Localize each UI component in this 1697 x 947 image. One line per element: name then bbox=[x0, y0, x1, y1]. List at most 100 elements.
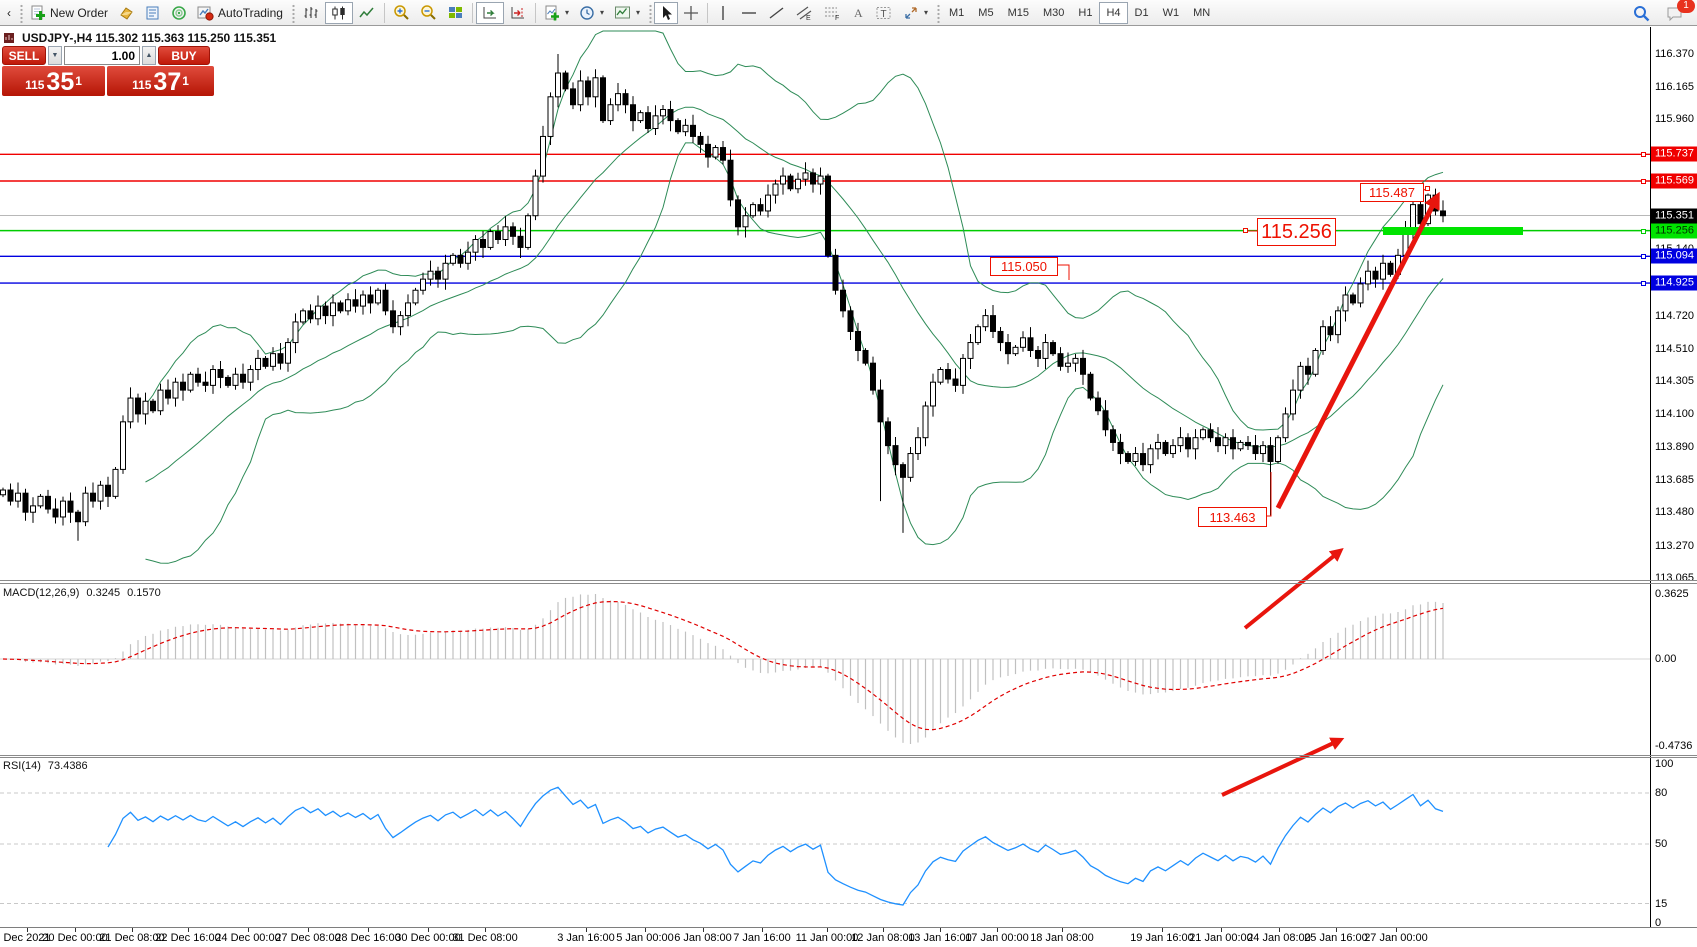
time-tick bbox=[645, 928, 646, 932]
toolbar-grip[interactable] bbox=[935, 2, 941, 23]
rsi-trend-arrow[interactable] bbox=[1221, 737, 1345, 797]
highlight-zone[interactable] bbox=[1383, 227, 1523, 235]
sell-button[interactable]: SELL bbox=[2, 46, 46, 65]
indicator-tick: 15 bbox=[1655, 898, 1668, 910]
line-handle[interactable] bbox=[1641, 178, 1646, 184]
price-tick: 114.100 bbox=[1655, 407, 1694, 420]
chart-shift-button[interactable] bbox=[504, 2, 532, 24]
one-click-prices: 115 35 1 115 37 1 bbox=[2, 66, 214, 96]
indicators-button[interactable]: ▾ bbox=[539, 2, 574, 24]
time-axis-label: 21 Jan 00:00 bbox=[1189, 932, 1253, 944]
time-tick bbox=[1162, 928, 1163, 932]
horizontal-line-button[interactable] bbox=[735, 2, 763, 24]
macd-trend-arrow[interactable] bbox=[1243, 548, 1344, 630]
sell-price[interactable]: 115 35 1 bbox=[2, 66, 105, 96]
channel-icon: E bbox=[796, 6, 812, 21]
equidistant-channel-button[interactable]: E bbox=[790, 2, 818, 24]
volume-increase-button[interactable]: ▲ bbox=[142, 46, 156, 65]
market-watch-button[interactable] bbox=[113, 2, 140, 24]
toolbar-separator bbox=[383, 2, 385, 23]
price-annotation-label[interactable]: 115.050 bbox=[990, 257, 1058, 276]
volume-decrease-button[interactable]: ▼ bbox=[48, 46, 62, 65]
toolbar-grip[interactable] bbox=[647, 2, 652, 23]
periods-button[interactable]: ▾ bbox=[574, 2, 609, 24]
panel-separator[interactable] bbox=[0, 583, 1697, 584]
navigator-button[interactable] bbox=[166, 2, 192, 24]
time-axis-label: 24 Jan 08:00 bbox=[1247, 932, 1311, 944]
notifications-button[interactable]: 1 bbox=[1661, 0, 1695, 24]
text-label-button[interactable]: T bbox=[870, 2, 898, 24]
price-tick: 113.270 bbox=[1655, 539, 1694, 552]
label-connector bbox=[1056, 264, 1070, 280]
tile-windows-button[interactable] bbox=[442, 2, 469, 24]
timeframe-m30[interactable]: M30 bbox=[1042, 6, 1065, 19]
price-annotation-label[interactable]: 115.487 bbox=[1360, 183, 1424, 202]
rsi-layer bbox=[0, 786, 1650, 906]
price-annotation-label[interactable]: 115.256 bbox=[1257, 218, 1336, 246]
timeframe-h1[interactable]: H1 bbox=[1078, 6, 1093, 19]
annotation-handle[interactable] bbox=[1243, 228, 1248, 233]
fibonacci-button[interactable]: F bbox=[818, 2, 846, 24]
panel-separator[interactable] bbox=[0, 757, 1697, 758]
timeframe-d1[interactable]: D1 bbox=[1134, 6, 1149, 19]
time-axis-label: 28 Dec 16:00 bbox=[335, 932, 401, 944]
time-tick bbox=[132, 928, 133, 932]
price-tick: 115.960 bbox=[1655, 113, 1694, 125]
timeframe-m15[interactable]: M15 bbox=[1007, 6, 1029, 19]
zoom-in-button[interactable] bbox=[388, 2, 415, 24]
vertical-line-button[interactable] bbox=[711, 2, 735, 24]
price-trend-arrow[interactable] bbox=[1275, 191, 1440, 510]
data-window-button[interactable] bbox=[140, 2, 166, 24]
chart-line-button[interactable] bbox=[353, 2, 381, 24]
time-tick bbox=[883, 928, 884, 932]
timeframe-m1[interactable]: M1 bbox=[949, 6, 965, 19]
toolbar: ‹ New Order AutoTrading bbox=[0, 0, 1697, 26]
line-handle[interactable] bbox=[1641, 152, 1646, 158]
annotation-handle[interactable] bbox=[1425, 186, 1430, 191]
toolbar-overflow-chevron[interactable]: ‹ bbox=[7, 5, 11, 20]
timeframe-w1[interactable]: W1 bbox=[1162, 6, 1180, 19]
crosshair-icon bbox=[684, 5, 698, 20]
time-tick bbox=[1396, 928, 1397, 932]
chart-candles-button[interactable] bbox=[324, 1, 353, 24]
time-tick bbox=[1336, 928, 1337, 932]
autotrading-button[interactable]: AutoTrading bbox=[192, 2, 288, 24]
zoom-out-button[interactable] bbox=[415, 2, 442, 24]
timeframe-m5[interactable]: M5 bbox=[978, 6, 994, 19]
line-handle[interactable] bbox=[1641, 228, 1646, 234]
new-order-button[interactable]: New Order bbox=[25, 2, 113, 24]
text-button[interactable]: A bbox=[846, 2, 870, 24]
toolbar-grip[interactable] bbox=[18, 2, 23, 23]
panel-separator[interactable] bbox=[0, 755, 1697, 756]
auto-scroll-button[interactable] bbox=[475, 1, 504, 24]
price-tick: 114.720 bbox=[1655, 309, 1694, 322]
buy-button[interactable]: BUY bbox=[158, 46, 210, 65]
line-handle[interactable] bbox=[1641, 281, 1646, 287]
chart-bars-button[interactable] bbox=[297, 2, 325, 24]
sell-price-figure: 115 bbox=[25, 78, 45, 92]
clock-icon bbox=[580, 5, 594, 20]
arrows-button[interactable]: ▾ bbox=[898, 2, 933, 24]
panel-separator[interactable] bbox=[0, 580, 1697, 581]
timeframe-h4[interactable]: H4 bbox=[1099, 1, 1128, 24]
buy-price[interactable]: 115 37 1 bbox=[107, 66, 214, 96]
crosshair-button[interactable] bbox=[678, 2, 704, 24]
time-tick bbox=[75, 928, 76, 932]
time-axis-label: 25 Jan 16:00 bbox=[1304, 932, 1368, 944]
indicators-icon bbox=[545, 5, 559, 20]
chart-canvas[interactable] bbox=[0, 27, 1650, 946]
time-axis[interactable]: Dec 2021 20 Dec 00:00 21 Dec 08:00 22 Dec 1… bbox=[0, 927, 1697, 947]
cursor-button[interactable] bbox=[654, 1, 678, 24]
new-order-icon bbox=[31, 5, 45, 20]
timeframe-mn[interactable]: MN bbox=[1193, 6, 1211, 19]
indicator-tick: 100 bbox=[1655, 758, 1674, 770]
search-button[interactable] bbox=[1627, 2, 1655, 24]
new-order-label: New Order bbox=[50, 5, 109, 20]
volume-input[interactable]: 1.00 bbox=[64, 46, 140, 65]
price-axis[interactable]: 116.370116.165115.960115.755115.550115.3… bbox=[1650, 27, 1697, 946]
line-handle[interactable] bbox=[1641, 254, 1646, 260]
toolbar-grip[interactable] bbox=[289, 2, 295, 23]
templates-button[interactable]: ▾ bbox=[609, 2, 645, 24]
trendline-button[interactable] bbox=[763, 2, 790, 24]
price-annotation-label[interactable]: 113.463 bbox=[1198, 507, 1267, 527]
